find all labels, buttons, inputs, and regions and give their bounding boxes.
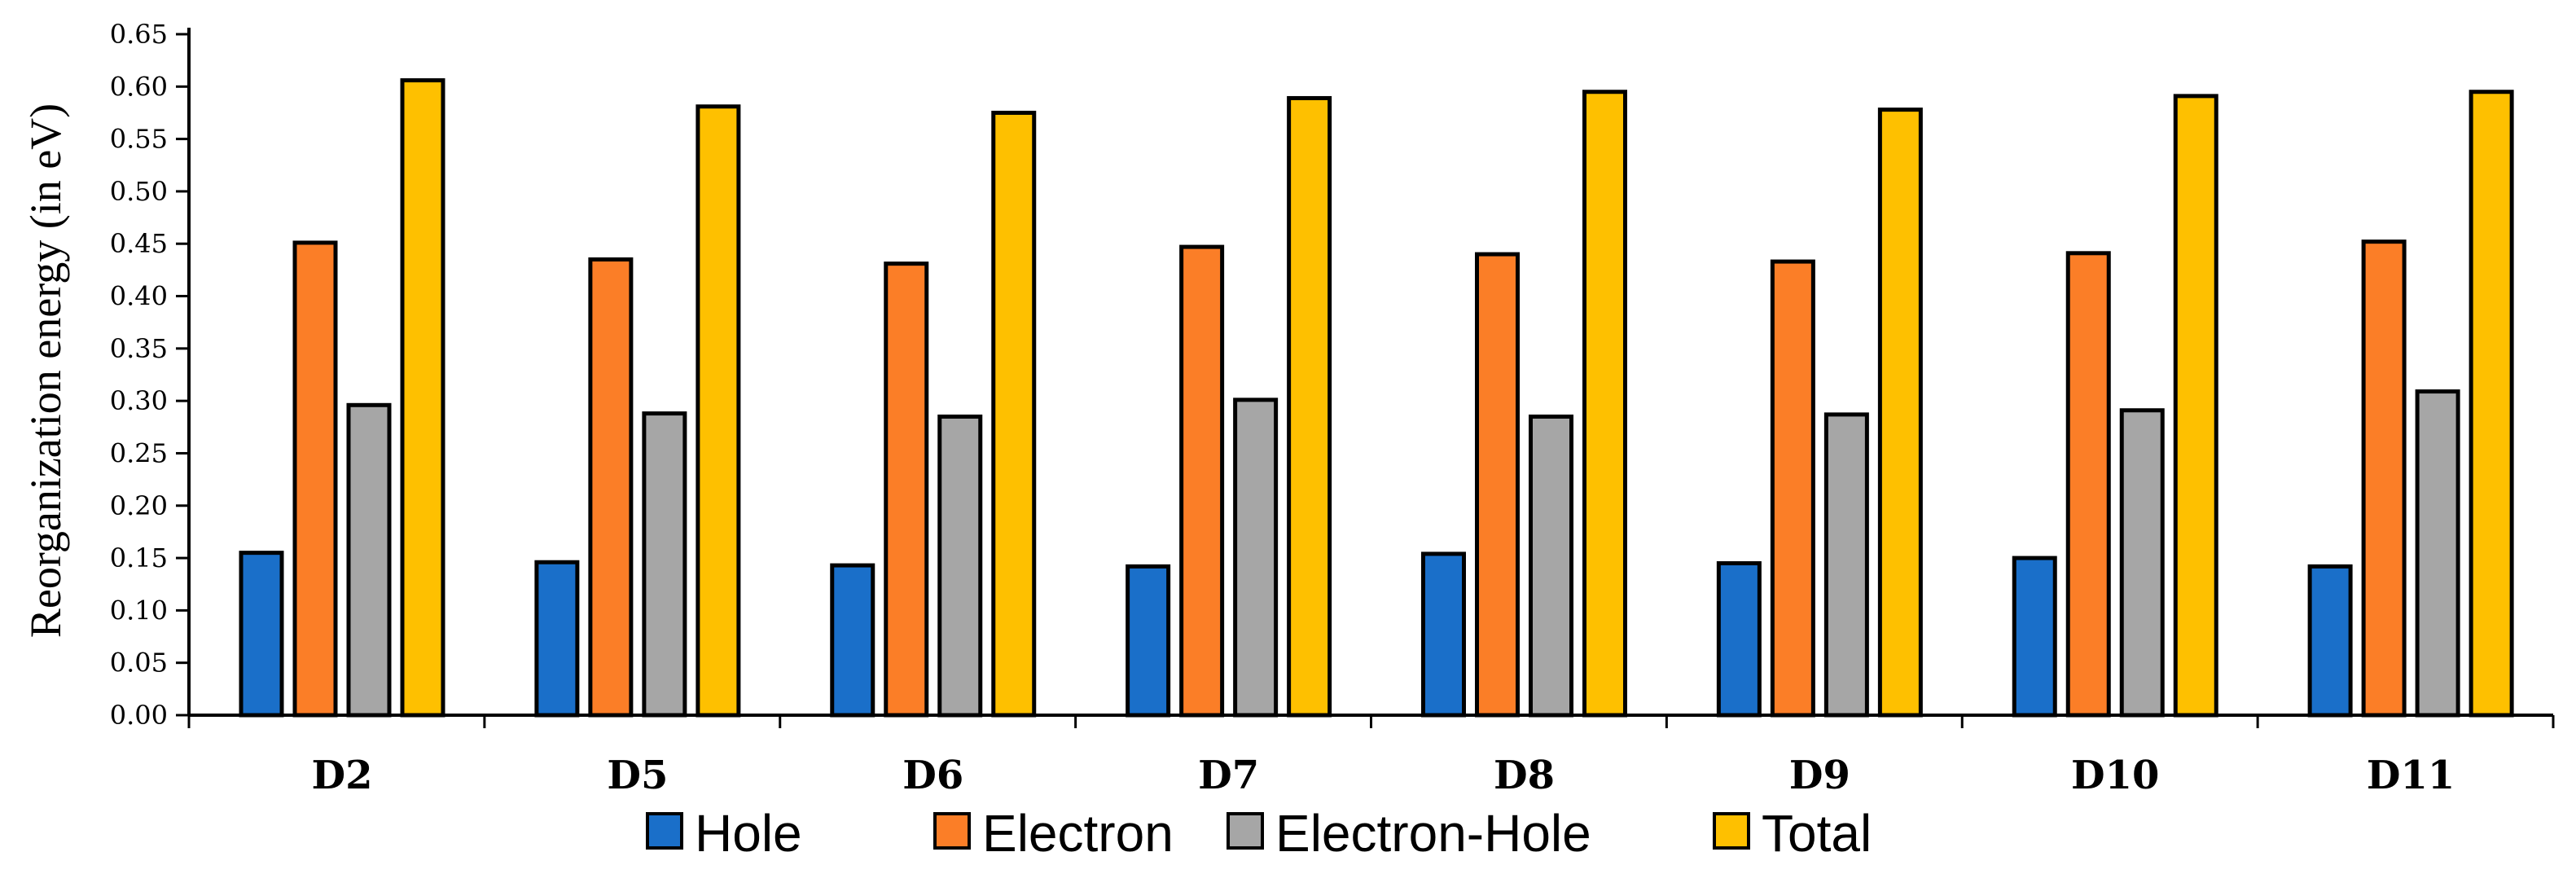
y-tick-label: 0.05	[110, 648, 168, 679]
bar-electron-d10	[2065, 251, 2111, 718]
y-tick-label: 0.25	[110, 437, 168, 468]
bar-electron-d7	[1179, 244, 1225, 718]
bar-hole-d5	[534, 560, 580, 718]
bar-electron-d5	[588, 257, 634, 718]
bar-total-d5	[696, 104, 741, 718]
y-tick-label: 0.35	[110, 333, 168, 364]
bar-hole-d10	[2012, 556, 2057, 718]
bar-total-d2	[400, 78, 445, 718]
y-axis-ticks: 0.00 0.05 0.10 0.15 0.20 0.25 0.30 0.35 0.40 0.45…	[110, 19, 189, 731]
legend-swatch-electron	[933, 812, 971, 850]
bar-electron-d9	[1770, 259, 1815, 718]
bar-total-d11	[2468, 90, 2514, 718]
legend-swatch-electron-hole	[1227, 812, 1264, 850]
bar-total-d9	[1877, 108, 1923, 718]
bars	[239, 78, 2514, 718]
bar-electron-d8	[1475, 252, 1520, 718]
legend-label: Electron	[982, 804, 1174, 863]
legend-label: Electron-Hole	[1275, 804, 1591, 863]
bar-electron-hole-d11	[2415, 389, 2460, 718]
y-tick-label: 0.55	[110, 124, 168, 155]
bar-electron-hole-d7	[1233, 397, 1279, 718]
bar-total-d10	[2173, 94, 2218, 718]
y-axis-title-group: Reorganization energy (in eV)	[21, 103, 70, 638]
x-tick-label: D6	[902, 753, 963, 798]
y-axis-title: Reorganization energy (in eV)	[21, 103, 70, 638]
bar-electron-d6	[884, 261, 929, 718]
bar-total-d8	[1582, 90, 1627, 718]
x-tick-label: D11	[2367, 753, 2455, 798]
bar-electron-hole-d2	[346, 402, 392, 718]
x-tick-label: D10	[2071, 753, 2159, 798]
bar-hole-d7	[1126, 564, 1171, 718]
x-axis-labels: D2 D5 D6 D7 D8 D9 D10 D11	[311, 753, 2455, 798]
y-tick-label: 0.60	[110, 71, 168, 102]
bar-hole-d11	[2307, 564, 2353, 718]
legend-swatch-total	[1713, 812, 1750, 850]
bar-total-d7	[1287, 95, 1332, 718]
axes	[187, 28, 2555, 728]
bar-hole-d8	[1421, 551, 1466, 718]
legend-label: Hole	[695, 804, 802, 863]
y-tick-label: 0.00	[110, 700, 168, 731]
bar-hole-d6	[830, 563, 875, 718]
x-tick-label: D2	[311, 753, 372, 798]
bar-electron-hole-d5	[642, 411, 687, 718]
bar-hole-d2	[239, 551, 284, 718]
bar-electron-d2	[292, 240, 338, 718]
bar-electron-d11	[2361, 239, 2407, 718]
y-tick-label: 0.15	[110, 542, 168, 573]
x-tick-label: D5	[607, 753, 668, 798]
bar-electron-hole-d9	[1823, 412, 1869, 718]
bar-electron-hole-d8	[1529, 414, 1573, 718]
x-tick-label: D8	[1494, 753, 1555, 798]
y-tick-label: 0.50	[110, 176, 168, 207]
legend-swatch-hole	[646, 812, 683, 850]
y-tick-label: 0.40	[110, 281, 168, 312]
y-tick-label: 0.45	[110, 228, 168, 259]
bar-hole-d9	[1716, 561, 1762, 718]
y-tick-label: 0.30	[110, 385, 168, 416]
bar-electron-hole-d10	[2119, 408, 2165, 718]
y-tick-label: 0.10	[110, 595, 168, 626]
x-tick-label: D9	[1789, 753, 1850, 798]
legend-label: Total	[1762, 804, 1872, 863]
y-tick-label: 0.20	[110, 490, 168, 521]
x-tick-label: D7	[1198, 753, 1259, 798]
bar-electron-hole-d6	[937, 414, 983, 718]
bar-total-d6	[991, 110, 1037, 718]
legend: Hole Electron Electron-Hole Total	[646, 804, 1872, 863]
y-tick-label: 0.65	[110, 19, 168, 50]
